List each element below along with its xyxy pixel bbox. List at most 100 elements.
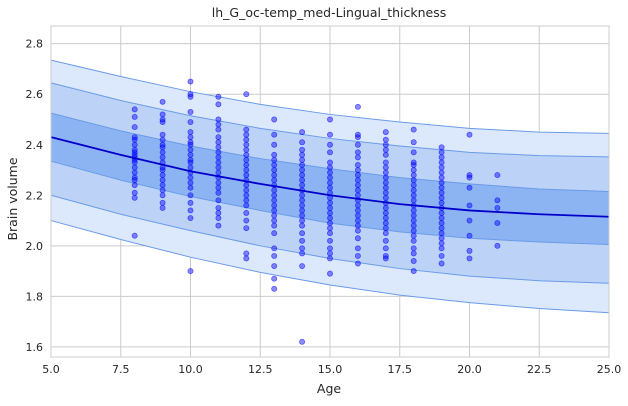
data-point xyxy=(327,255,333,262)
data-point xyxy=(410,162,417,168)
data-point xyxy=(215,139,222,146)
data-point xyxy=(187,78,194,85)
data-point xyxy=(299,172,306,179)
data-point xyxy=(438,174,445,181)
data-point xyxy=(382,151,389,158)
data-point xyxy=(271,275,278,282)
y-tick-label: 1.6 xyxy=(26,341,44,354)
data-point xyxy=(410,172,417,179)
data-point xyxy=(466,232,473,239)
data-point xyxy=(438,240,445,247)
data-point xyxy=(438,235,445,242)
data-point xyxy=(299,192,306,199)
data-point xyxy=(299,182,306,189)
data-point xyxy=(494,204,501,211)
data-point xyxy=(299,237,306,244)
median-line-group xyxy=(50,136,610,218)
data-point xyxy=(410,245,417,252)
data-point xyxy=(438,169,445,176)
data-point xyxy=(410,207,417,214)
data-point xyxy=(466,247,473,254)
data-point xyxy=(159,144,166,151)
data-points xyxy=(131,78,501,345)
data-point xyxy=(243,192,250,199)
data-point xyxy=(299,167,306,173)
data-point xyxy=(299,197,306,204)
data-point xyxy=(354,182,361,189)
data-point xyxy=(243,225,250,232)
data-point xyxy=(354,202,361,209)
data-point xyxy=(215,101,222,108)
data-point xyxy=(159,187,166,194)
data-point xyxy=(159,199,166,206)
data-point xyxy=(243,146,250,153)
data-point xyxy=(131,169,138,176)
data-point xyxy=(159,182,166,189)
data-point xyxy=(410,217,417,224)
data-point xyxy=(327,169,333,176)
data-point xyxy=(159,177,166,184)
data-point xyxy=(410,222,417,229)
data-point xyxy=(243,202,250,209)
data-point xyxy=(382,164,389,171)
data-point xyxy=(410,212,417,219)
data-point xyxy=(410,192,417,199)
data-point xyxy=(131,114,138,120)
data-point xyxy=(187,164,194,171)
data-point xyxy=(159,131,166,138)
data-point xyxy=(299,156,306,163)
data-point xyxy=(382,194,389,201)
data-point xyxy=(410,139,417,146)
data-point xyxy=(215,149,222,156)
data-point xyxy=(187,215,194,221)
x-tick-label: 17.5 xyxy=(388,363,413,376)
data-point xyxy=(327,245,333,252)
data-point xyxy=(159,136,166,143)
data-point xyxy=(215,169,222,176)
data-point xyxy=(243,136,250,143)
data-point xyxy=(410,187,417,194)
data-point xyxy=(354,235,361,242)
data-point xyxy=(299,129,306,136)
data-point xyxy=(382,189,389,196)
data-point xyxy=(466,184,473,191)
data-point xyxy=(271,167,278,173)
x-tick-label: 25.0 xyxy=(597,363,622,376)
x-tick-label: 7.5 xyxy=(112,363,130,376)
data-point xyxy=(382,169,389,176)
data-point xyxy=(354,103,361,110)
data-point xyxy=(271,116,278,123)
data-point xyxy=(271,192,278,199)
data-point xyxy=(299,230,306,237)
data-point xyxy=(410,232,417,239)
data-point xyxy=(299,212,306,219)
upper-outer-centile-line xyxy=(50,59,610,134)
data-point xyxy=(354,207,361,214)
data-point xyxy=(382,129,389,136)
data-point xyxy=(215,144,222,151)
data-point xyxy=(299,202,306,209)
data-point xyxy=(354,222,361,229)
data-point xyxy=(271,162,278,168)
data-point xyxy=(299,146,306,153)
data-point xyxy=(159,149,166,156)
x-tick-label: 15.0 xyxy=(318,363,343,376)
data-point xyxy=(354,141,361,148)
data-point xyxy=(131,159,138,166)
data-point xyxy=(271,285,278,292)
data-point xyxy=(438,159,445,166)
data-point xyxy=(382,146,389,153)
lower-middle-centile-line xyxy=(50,194,610,284)
data-point xyxy=(438,149,445,156)
upper-inner-centile-line xyxy=(50,112,610,192)
data-point xyxy=(438,164,445,171)
data-point xyxy=(354,149,361,156)
data-point xyxy=(327,250,333,257)
data-point xyxy=(354,245,361,252)
data-point xyxy=(243,187,250,194)
data-point xyxy=(327,270,333,277)
data-point xyxy=(215,179,222,186)
plot-frame xyxy=(50,25,610,358)
data-point xyxy=(215,222,222,229)
data-point xyxy=(187,129,194,136)
